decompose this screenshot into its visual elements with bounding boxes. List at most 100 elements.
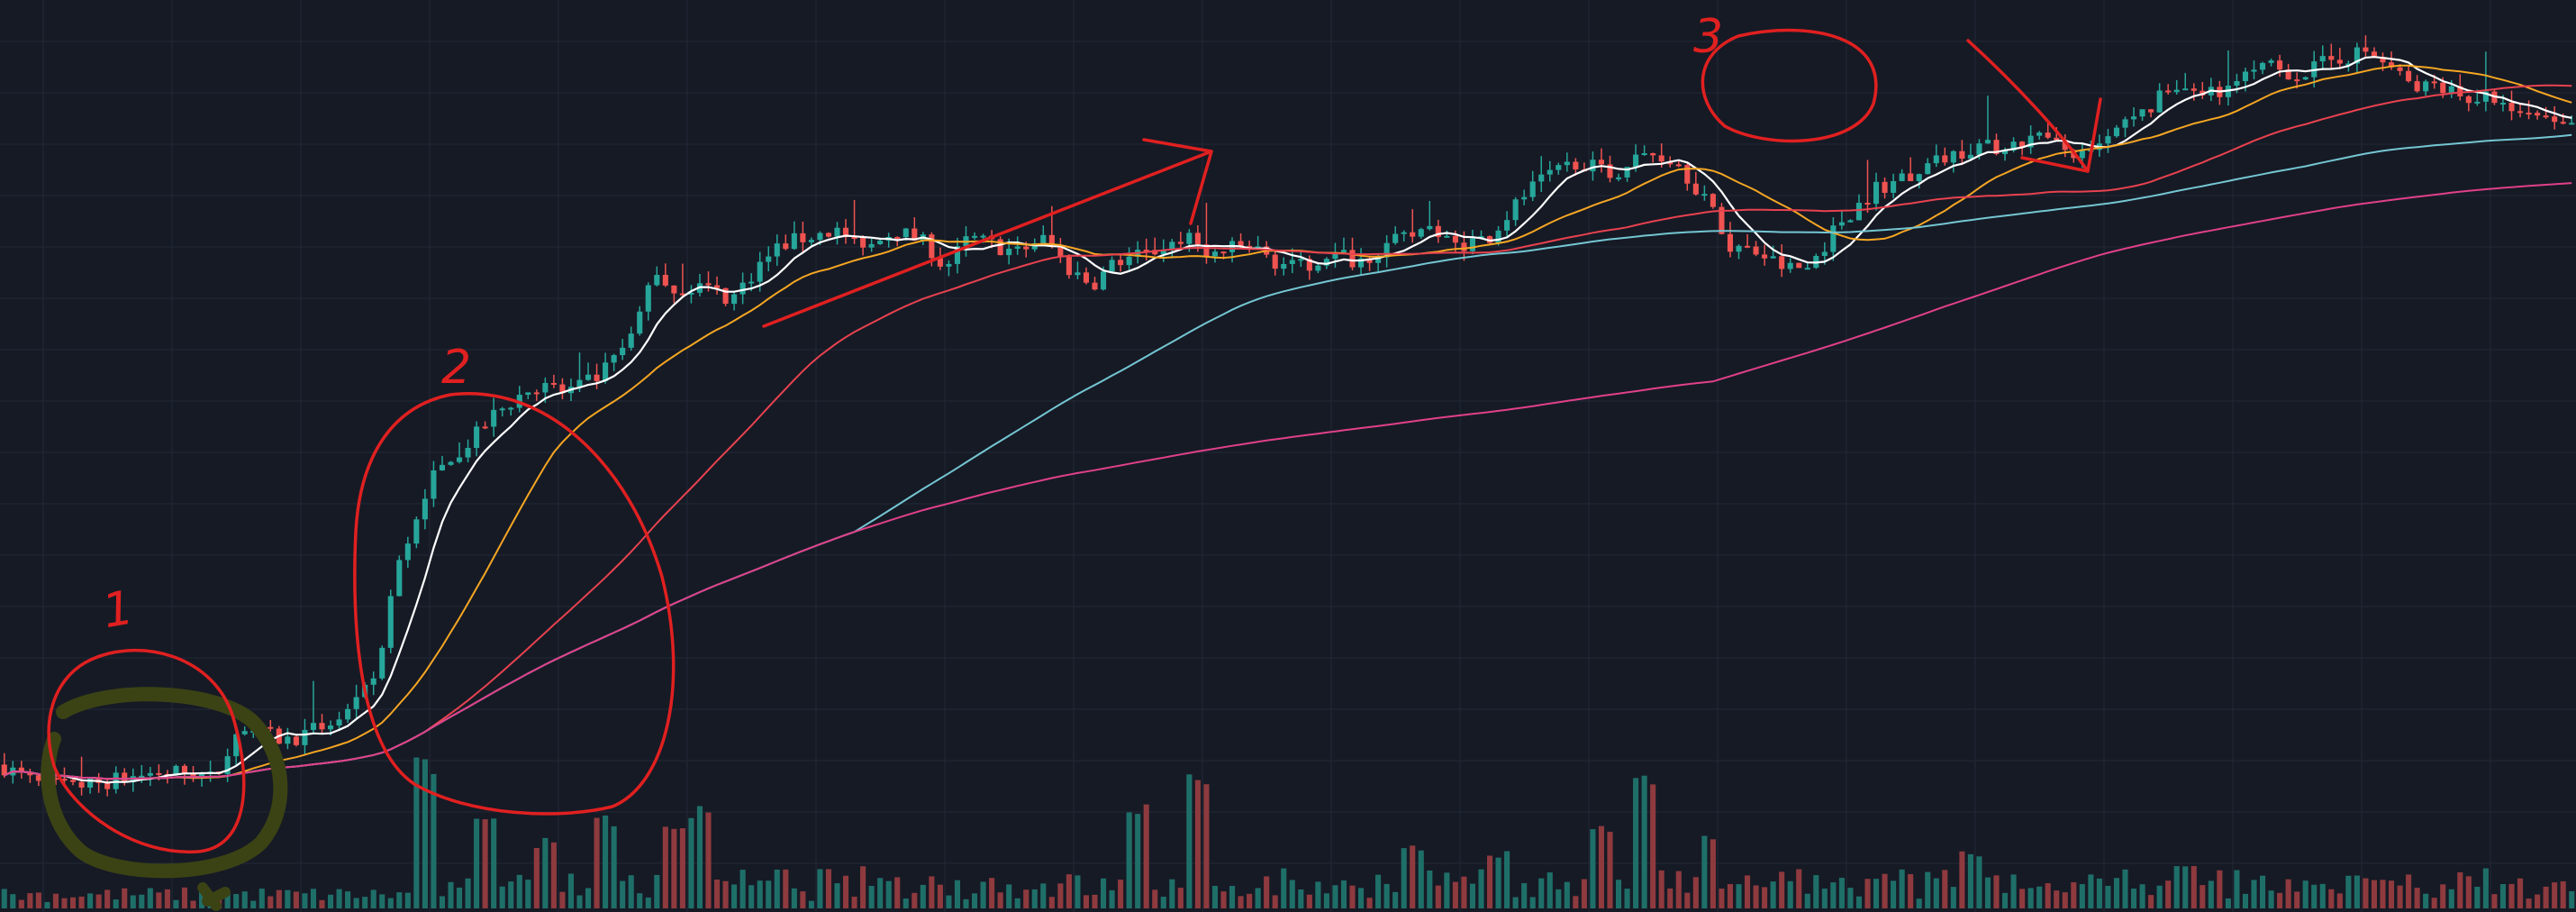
candle-body bbox=[1435, 225, 1441, 237]
candle-body bbox=[1461, 242, 1467, 251]
volume-bar bbox=[2001, 892, 2009, 908]
candle-body bbox=[2569, 123, 2575, 125]
volume-bar bbox=[35, 892, 41, 908]
volume-bar bbox=[637, 893, 643, 908]
volume-bar bbox=[912, 892, 918, 908]
candle-body bbox=[2191, 88, 2197, 91]
volume-bar bbox=[379, 894, 385, 908]
volume-bar bbox=[860, 866, 866, 908]
volume-bar bbox=[2251, 880, 2257, 908]
volume-bar bbox=[2054, 890, 2060, 908]
candle-body bbox=[868, 243, 875, 248]
candle-body bbox=[2508, 103, 2515, 112]
candle-body bbox=[637, 311, 643, 334]
volume-bar bbox=[362, 897, 368, 908]
candle-body bbox=[971, 235, 978, 238]
moving-average-line bbox=[4, 133, 2572, 780]
volume-bar bbox=[1092, 894, 1098, 908]
volume-bar bbox=[2277, 892, 2283, 908]
volume-bar bbox=[1701, 835, 1708, 908]
volume-bar bbox=[671, 828, 677, 908]
volume-bar bbox=[1847, 888, 1854, 908]
volume-bar bbox=[1615, 880, 1622, 908]
volume-bar bbox=[1770, 881, 1776, 908]
volume-bar bbox=[2191, 866, 2197, 908]
candle-body bbox=[2499, 103, 2507, 105]
volume-bar bbox=[1925, 871, 1931, 908]
volume-bar bbox=[113, 899, 119, 908]
olive-scribble-mark bbox=[197, 882, 231, 911]
candle-body bbox=[1719, 206, 1725, 234]
volume-bar bbox=[1650, 784, 1656, 908]
candle-body bbox=[2552, 116, 2558, 123]
volume-bar bbox=[2027, 888, 2034, 908]
candle-body bbox=[404, 543, 411, 561]
volume-bar bbox=[1220, 891, 1227, 908]
candle-body bbox=[431, 470, 437, 499]
candle-body bbox=[1160, 250, 1166, 255]
volume-bar bbox=[1461, 876, 1467, 908]
candle-body bbox=[1444, 235, 1450, 238]
annotation-circle-1 bbox=[47, 648, 246, 854]
volume-bar bbox=[1899, 869, 1905, 908]
candle-body bbox=[147, 772, 153, 776]
candle-body bbox=[1933, 155, 1939, 164]
volume-bar bbox=[1031, 889, 1038, 908]
volume-bar bbox=[2088, 874, 2094, 908]
volume-bar bbox=[2045, 883, 2051, 908]
candle-body bbox=[688, 292, 694, 295]
volume-bar bbox=[903, 898, 909, 908]
volume-bar bbox=[173, 899, 179, 908]
volume-bar bbox=[1719, 889, 1725, 908]
volume-bar bbox=[508, 881, 514, 908]
candle-body bbox=[1967, 154, 1973, 159]
volume-bar bbox=[302, 893, 308, 908]
candle-body bbox=[1873, 181, 1880, 205]
candle-body bbox=[1701, 194, 1708, 196]
candle-body bbox=[2105, 136, 2111, 144]
volume-bar bbox=[1804, 893, 1810, 908]
candle-body bbox=[1547, 169, 1553, 175]
candle-body bbox=[860, 237, 866, 248]
candle-body bbox=[1486, 236, 1493, 243]
candle-body bbox=[2423, 81, 2429, 92]
volume-bar bbox=[87, 893, 94, 908]
candle-body bbox=[1692, 183, 1699, 195]
candle-body bbox=[2465, 96, 2472, 104]
volume-bar bbox=[2371, 880, 2378, 908]
candle-body bbox=[233, 734, 240, 757]
volume-bar bbox=[1452, 881, 1458, 908]
volume-bar bbox=[868, 885, 875, 908]
volume-bar bbox=[757, 880, 763, 908]
volume-bar bbox=[1375, 874, 1382, 908]
volume-bar bbox=[937, 884, 943, 908]
candle-body bbox=[954, 246, 961, 264]
volume-bar bbox=[628, 875, 634, 908]
candle-body bbox=[1976, 143, 1982, 155]
candle-body bbox=[937, 258, 943, 267]
candle-body bbox=[783, 243, 789, 250]
candle-body bbox=[1984, 140, 1991, 144]
volume-bar bbox=[2139, 884, 2145, 908]
volume-bar bbox=[2397, 885, 2403, 908]
candle-body bbox=[439, 464, 446, 470]
volume-bar bbox=[1444, 872, 1450, 908]
candle-body bbox=[2482, 91, 2489, 102]
volume-bar bbox=[1040, 883, 1047, 908]
candle-body bbox=[69, 780, 77, 782]
candle-body bbox=[1323, 259, 1329, 266]
volume-bar bbox=[1272, 895, 1278, 908]
volume-bar bbox=[783, 869, 789, 908]
candle-body bbox=[808, 240, 814, 242]
candle-body bbox=[912, 228, 918, 241]
volume-bar bbox=[1976, 856, 1982, 908]
volume-bar bbox=[739, 870, 746, 908]
candle-body bbox=[1109, 260, 1115, 272]
candle-body bbox=[713, 285, 721, 288]
candle-body bbox=[198, 773, 205, 778]
volume-bar bbox=[95, 894, 102, 908]
candle-body bbox=[1306, 259, 1312, 271]
candle-body bbox=[2363, 47, 2369, 52]
candle-body bbox=[2285, 69, 2291, 80]
candle-body bbox=[1315, 265, 1321, 271]
